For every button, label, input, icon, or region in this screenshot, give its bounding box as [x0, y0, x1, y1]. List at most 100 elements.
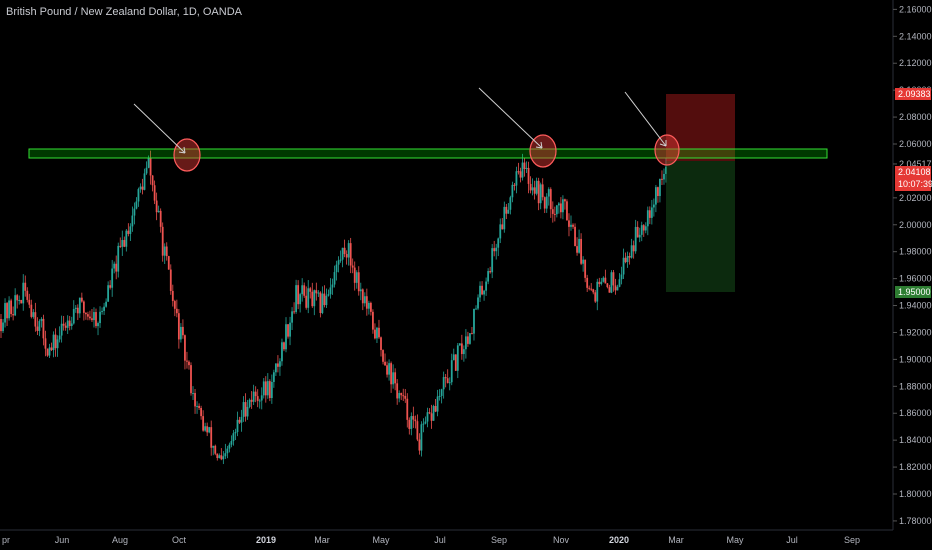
overlays: [28, 87, 828, 292]
candle-body: [469, 333, 471, 344]
x-tick-label: May: [726, 535, 744, 545]
target-badge: [895, 286, 931, 298]
x-tick-label: May: [372, 535, 390, 545]
candle-body: [139, 186, 142, 190]
candle-body: [566, 201, 568, 221]
candle-body: [596, 281, 599, 302]
candle-body: [236, 419, 239, 432]
candle-body: [93, 312, 95, 321]
arrow-3[interactable]: [624, 91, 667, 147]
arrow-2[interactable]: [478, 87, 543, 149]
candle-body: [333, 272, 336, 285]
candles: [0, 150, 667, 465]
candle-body: [281, 342, 283, 362]
candle-body: [244, 402, 247, 417]
candle-body: [394, 372, 397, 384]
candle-body: [464, 336, 467, 350]
candle-body: [406, 398, 409, 420]
candle-body: [521, 162, 524, 178]
candle-body: [640, 225, 643, 235]
candle-body: [420, 424, 423, 451]
candle-body: [602, 277, 605, 282]
candle-body: [553, 213, 556, 215]
candle-body: [351, 265, 354, 268]
candle-body: [630, 245, 633, 258]
candle-body: [357, 272, 360, 292]
candle-body: [87, 314, 89, 317]
candle-body: [481, 285, 483, 295]
candle-body: [147, 157, 150, 168]
y-tick-label: 1.88000: [899, 381, 932, 391]
candle-body: [315, 290, 318, 294]
touch-circle-1[interactable]: [173, 138, 201, 172]
candle-body: [551, 209, 554, 214]
candle-body: [610, 272, 613, 293]
touch-circle-3[interactable]: [654, 134, 680, 166]
candle-body: [487, 271, 490, 282]
candle-body: [115, 263, 118, 272]
candle-body: [40, 318, 43, 322]
candle-body: [448, 382, 451, 384]
candle-body: [331, 284, 334, 288]
candle-body: [363, 296, 366, 304]
candle-body: [365, 296, 368, 309]
candle-body: [232, 433, 235, 442]
candle-body: [442, 377, 445, 390]
candle-body: [283, 342, 285, 350]
candle-body: [648, 210, 651, 218]
candle-body: [436, 396, 439, 412]
candle-body: [588, 287, 591, 289]
candle-body: [497, 238, 500, 248]
candle-body: [495, 247, 498, 252]
candle-body: [372, 311, 374, 330]
candle-body: [594, 292, 597, 302]
candle-body: [369, 302, 372, 312]
x-tick-label: 2020: [609, 535, 629, 545]
candle-body: [541, 184, 544, 198]
candle-body: [0, 319, 2, 332]
axes: [0, 0, 894, 531]
candle-body: [319, 292, 322, 314]
chart-title: British Pound / New Zealand Dollar, 1D, …: [6, 6, 242, 18]
candle-body: [76, 307, 79, 314]
candle-body: [622, 257, 625, 275]
candle-body: [303, 285, 306, 296]
candle-body: [285, 324, 287, 350]
y-tick-label: 1.86000: [899, 408, 932, 418]
candle-body: [378, 327, 380, 338]
candle-body: [665, 166, 667, 174]
candle-body: [167, 256, 170, 270]
candle-body: [256, 396, 259, 401]
candle-body: [52, 334, 55, 351]
candle-body: [475, 308, 477, 310]
candle-body: [80, 297, 83, 302]
candle-body: [353, 267, 356, 283]
candle-body: [341, 247, 344, 260]
candle-body: [392, 372, 395, 385]
candle-body: [188, 361, 190, 366]
candle-body: [137, 189, 140, 202]
candle-body: [262, 381, 265, 396]
candle-body: [206, 426, 209, 433]
candle-body: [446, 378, 449, 383]
candle-body: [586, 277, 589, 288]
candle-body: [580, 238, 583, 264]
resistance-zone[interactable]: [28, 148, 828, 159]
candle-body: [600, 281, 603, 285]
candle-body: [30, 304, 33, 317]
x-tick-label: Sep: [491, 535, 507, 545]
candle-body: [628, 256, 631, 258]
candle-body: [307, 288, 310, 308]
arrow-1[interactable]: [133, 103, 186, 154]
take-profit-zone[interactable]: [666, 161, 735, 292]
candle-body: [240, 416, 243, 423]
candle-body: [414, 419, 417, 422]
x-tick-label: Jun: [55, 535, 70, 545]
arrow-head-2: [535, 141, 543, 149]
candle-body: [564, 199, 566, 202]
candle-body: [343, 247, 346, 255]
candle-body: [380, 337, 382, 351]
candle-body: [477, 297, 479, 309]
stop-loss-zone[interactable]: [666, 94, 735, 161]
